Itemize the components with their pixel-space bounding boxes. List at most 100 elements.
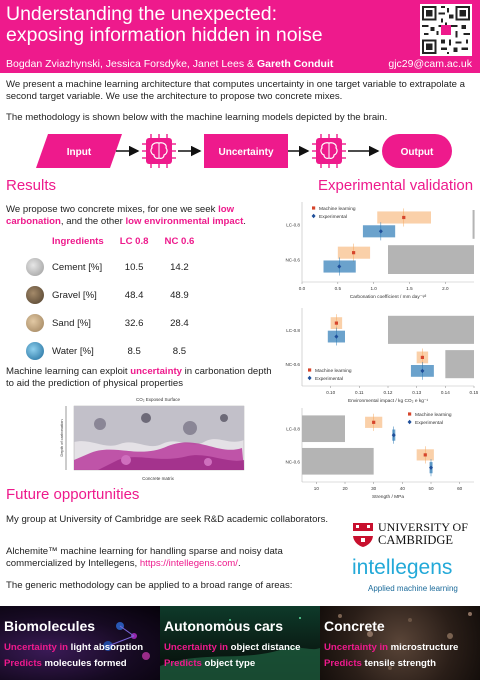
table-cell: 48.9 [170, 289, 189, 301]
panel-key-1: Uncertainty in [4, 642, 68, 653]
category-label: NC-0.6 [285, 258, 300, 263]
qr-code-icon[interactable] [420, 4, 472, 56]
table-row: Cement [%] 10.5 14.2 [26, 253, 202, 281]
table-header: LC 0.8 [119, 236, 149, 247]
table-cell: 32.6 [124, 317, 144, 329]
panel-title: Autonomous cars [164, 618, 284, 634]
data-point [337, 264, 342, 269]
authors: Bogdan Zviazhynski, Jessica Forsdyke, Ja… [6, 58, 333, 70]
table-cell: 8.5 [172, 345, 187, 357]
legend-marker [312, 206, 316, 210]
legend-marker [407, 419, 412, 425]
results-paragraph: We propose two concrete mixes, for one w… [6, 204, 278, 228]
email-link[interactable]: gjc29@cam.ac.uk [388, 58, 472, 70]
validation-heading: Experimental validation [318, 177, 474, 194]
flow-input-box: Input [36, 134, 122, 168]
range-bar [302, 447, 374, 475]
authors-list: Bogdan Zviazhynski, Jessica Forsdyke, Ja… [6, 58, 257, 70]
panel-text-2: tensile strength [361, 658, 436, 669]
panel-line-1: Uncertainty in object distance [164, 642, 301, 653]
data-point [334, 321, 338, 325]
x-tick-label: 0.5 [335, 286, 342, 291]
table-row: Sand [%] 32.6 28.4 [26, 309, 202, 337]
table-row: Water [%] 8.5 8.5 [26, 337, 202, 365]
panel-key-1: Uncertainty in [324, 642, 388, 653]
water-icon [26, 342, 44, 360]
ingredient-label: Water [%] [52, 345, 94, 357]
legend-marker [311, 213, 316, 219]
flow-uncertainty-label: Uncertainty [218, 147, 273, 158]
panel-line-2: Predicts object type [164, 658, 255, 669]
panel-key-2: Predicts [324, 658, 362, 669]
intellegens-logo: intellegens [352, 556, 453, 579]
results-text-low-impact: low environmental impact [125, 216, 244, 227]
carbonation-figure: CO₂ Exposed Surface Depth of carbonation… [59, 397, 245, 481]
panel-text-2: object type [201, 658, 256, 669]
panel-line-1: Uncertainty in microstructure [324, 642, 458, 653]
ingredient-label: Cement [%] [52, 261, 103, 273]
data-point [429, 465, 433, 470]
results-text-c: , and the other [60, 216, 126, 227]
flow-uncertainty-box: Uncertainty [204, 134, 288, 168]
panel-title: Concrete [324, 618, 385, 634]
data-point [372, 420, 376, 424]
ml-paragraph: Machine learning can exploit uncertainty… [6, 366, 278, 390]
cambridge-line-1: UNIVERSITY OF [378, 520, 468, 534]
data-point [378, 229, 383, 234]
category-label: LC-0.8 [286, 427, 300, 432]
x-tick-label: 0.14 [441, 390, 450, 395]
table-cell-name: Gravel [%] [26, 281, 112, 309]
table-header: NC 0.6 [164, 236, 195, 247]
x-tick-label: 0.10 [326, 390, 335, 395]
data-point [352, 251, 356, 255]
x-tick-label: 40 [400, 486, 406, 491]
x-tick-label: 0.12 [384, 390, 393, 395]
range-bar [445, 350, 474, 379]
results-text-e: . [243, 216, 246, 227]
poster-header: Understanding the unexpected: exposing i… [0, 0, 480, 73]
range-bar [388, 315, 474, 344]
cambridge-line-2: CAMBRIDGE [378, 533, 454, 547]
category-label: NC-0.6 [285, 459, 300, 464]
panel-title: Biomolecules [4, 618, 96, 634]
results-heading: Results [6, 177, 57, 194]
panel-key-2: Predicts [4, 658, 42, 669]
legend-label: Experimental [415, 420, 443, 426]
results-text-a: We propose two concrete mixes, for one w… [6, 204, 219, 215]
author-corresponding: Gareth Conduit [256, 58, 334, 70]
figure-top-label: CO₂ Exposed Surface [136, 397, 181, 402]
x-tick-label: 20 [342, 486, 348, 491]
title-line-2: exposing information hidden in noise [6, 24, 323, 46]
cement-icon [26, 258, 44, 276]
panel-key-2: Predicts [164, 658, 202, 669]
lidar-scene-icon [160, 617, 320, 680]
ml-text-c: in carbonation depth to aid the predicti… [6, 366, 272, 389]
category-label: LC-0.8 [286, 328, 300, 333]
intellegens-link[interactable]: https://intellegens.com/ [139, 558, 238, 569]
table-cell: 8.5 [127, 345, 141, 357]
title-line-1: Understanding the unexpected: [6, 3, 278, 25]
legend-marker [307, 375, 312, 381]
x-tick-label: 1.0 [370, 286, 377, 291]
data-point [420, 355, 424, 360]
ingredient-label: Gravel [%] [52, 289, 97, 301]
future-paragraph-3: The generic methodology can be applied t… [6, 580, 293, 591]
future-paragraph-1: My group at University of Cambridge are … [6, 514, 329, 525]
x-axis-label: Carbonation coefficient / mm day⁻¹⁄² [350, 294, 427, 300]
panel-line-2: Predicts tensile strength [324, 658, 436, 669]
cambridge-logo: UNIVERSITY OF CAMBRIDGE [352, 520, 472, 550]
range-bar [472, 210, 475, 239]
x-tick-label: 2.0 [442, 286, 449, 291]
gravel-icon [26, 286, 44, 304]
table-row: Gravel [%] 48.4 48.9 [26, 281, 202, 309]
legend-marker [408, 412, 412, 416]
table-header-row: Ingredients LC 0.8 NC 0.6 [26, 236, 202, 253]
future-paragraph-2: Alchemite™ machine learning for handling… [6, 546, 336, 570]
x-tick-label: 30 [371, 486, 377, 491]
flow-input-label: Input [67, 147, 92, 158]
panel-line-1: Uncertainty in light absorption [4, 642, 143, 653]
figure-bottom-label: Concrete matrix [142, 476, 175, 481]
data-point [334, 334, 339, 339]
intellegens-tagline: Applied machine learning [368, 584, 458, 593]
x-axis-label: Environmental impact / kg CO₂ e kg⁻¹ [348, 398, 429, 404]
